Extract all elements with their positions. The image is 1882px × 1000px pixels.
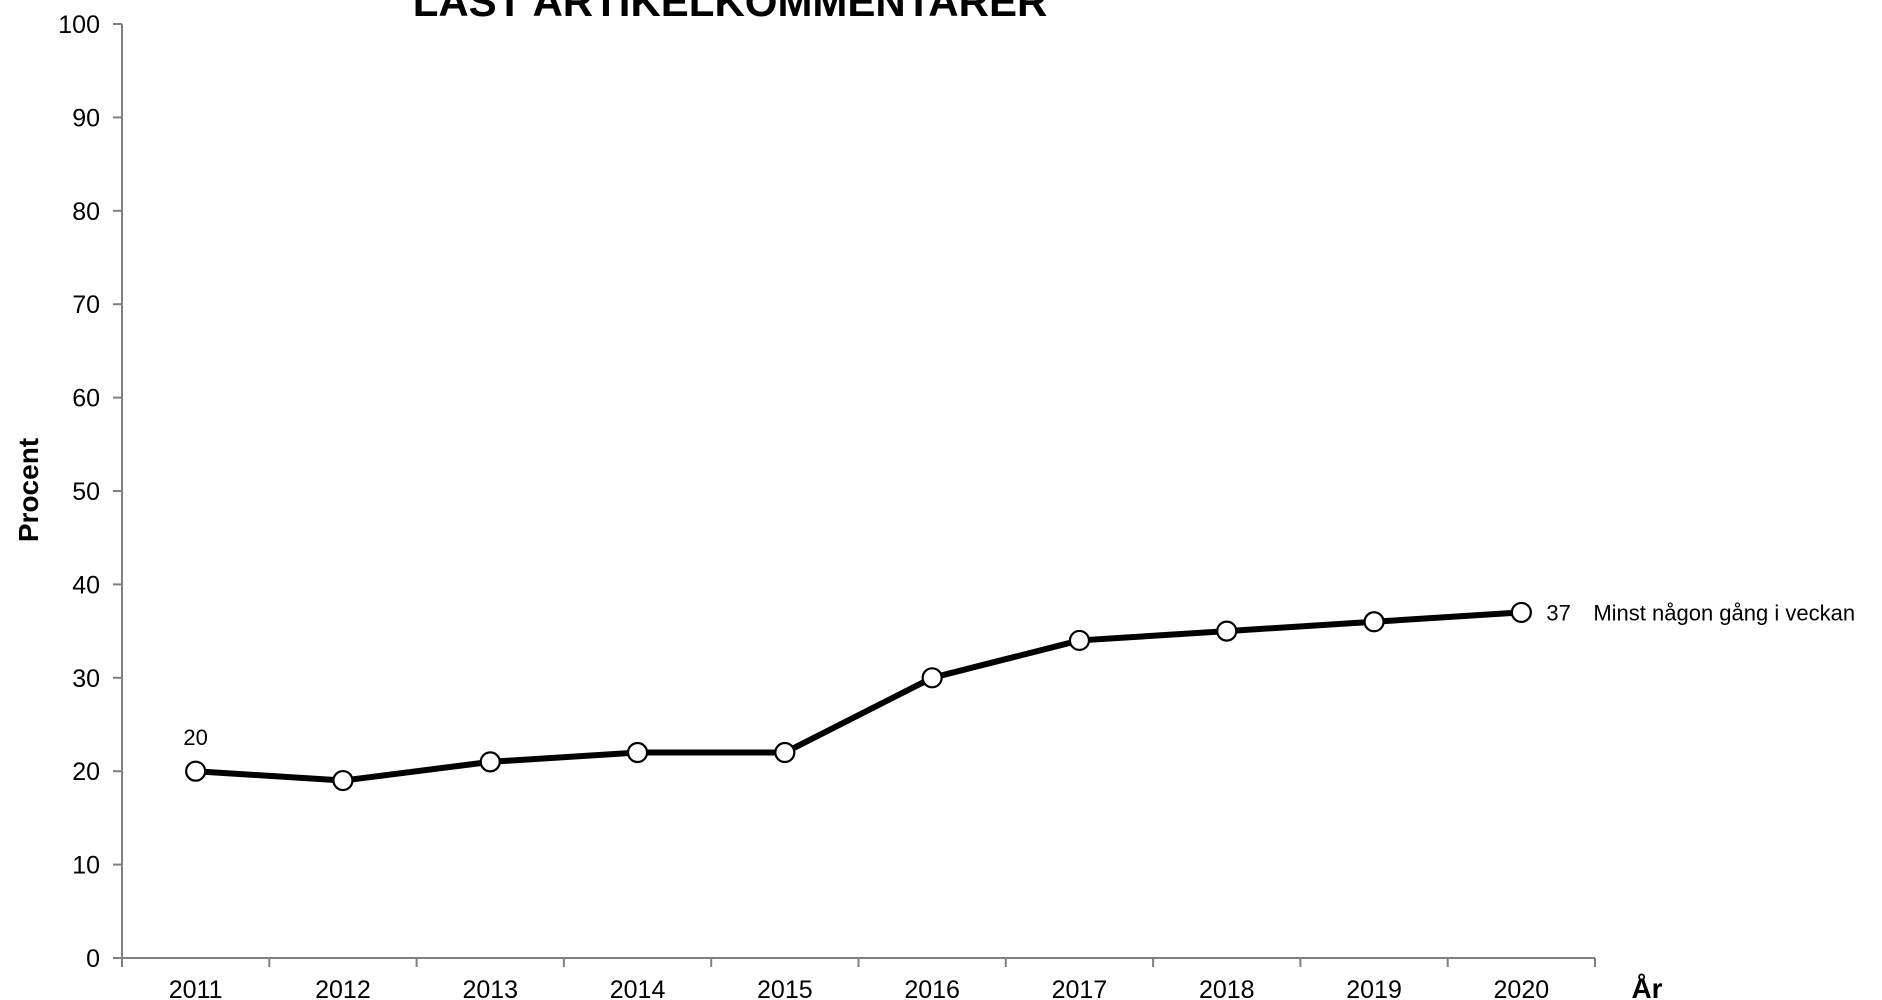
x-tick-label: 2014 bbox=[610, 976, 666, 1000]
x-tick-label: 2020 bbox=[1494, 976, 1550, 1000]
data-point bbox=[626, 741, 649, 764]
y-tick-label: 30 bbox=[72, 665, 100, 693]
x-axis-title: År bbox=[1631, 973, 1662, 1000]
series-line bbox=[192, 609, 1525, 784]
y-tick-label: 50 bbox=[72, 478, 100, 506]
data-point bbox=[332, 769, 354, 792]
data-label: 20 bbox=[183, 725, 207, 750]
data-point bbox=[1363, 611, 1385, 633]
x-tick-label: 2018 bbox=[1199, 976, 1255, 1000]
data-point bbox=[774, 741, 796, 764]
series-layer bbox=[185, 601, 1532, 792]
series-name-label: Minst någon gång i veckan bbox=[1593, 600, 1855, 625]
x-tick-label: 2017 bbox=[1052, 976, 1108, 1000]
y-tick-label: 80 bbox=[72, 198, 100, 226]
x-axis-ticks: 2011 2012 2013 2014 2015 2016 2017 2018 2019 2020 bbox=[121, 958, 1596, 1000]
x-tick-label: 2011 bbox=[169, 976, 223, 1000]
data-point bbox=[1068, 629, 1091, 652]
chart-title: LÄST ARTIKELKOMMENTARER bbox=[413, 0, 1048, 25]
data-label: 37 bbox=[1546, 600, 1570, 625]
y-axis-title: Procent bbox=[13, 438, 44, 542]
y-tick-label: 0 bbox=[86, 945, 100, 973]
data-point bbox=[1216, 620, 1238, 642]
data-labels-layer: 20 37 Minst någon gång i veckan bbox=[183, 600, 1855, 750]
data-point bbox=[1510, 601, 1532, 624]
x-tick-label: 2016 bbox=[904, 976, 960, 1000]
y-tick-label: 70 bbox=[72, 291, 100, 319]
y-tick-label: 90 bbox=[72, 104, 100, 132]
x-tick-label: 2013 bbox=[462, 976, 518, 1000]
data-point bbox=[479, 751, 501, 773]
y-tick-label: 10 bbox=[72, 852, 100, 880]
y-tick-label: 60 bbox=[72, 385, 100, 413]
y-tick-label: 100 bbox=[58, 11, 100, 39]
y-axis-ticks: 0 10 20 30 40 50 60 70 80 90 100 bbox=[58, 11, 122, 973]
y-tick-label: 20 bbox=[72, 758, 100, 786]
x-tick-label: 2012 bbox=[315, 976, 371, 1000]
x-tick-label: 2015 bbox=[757, 976, 813, 1000]
data-point bbox=[921, 667, 943, 689]
data-point bbox=[185, 760, 207, 782]
x-tick-label: 2019 bbox=[1346, 976, 1402, 1000]
y-tick-label: 40 bbox=[72, 571, 100, 599]
